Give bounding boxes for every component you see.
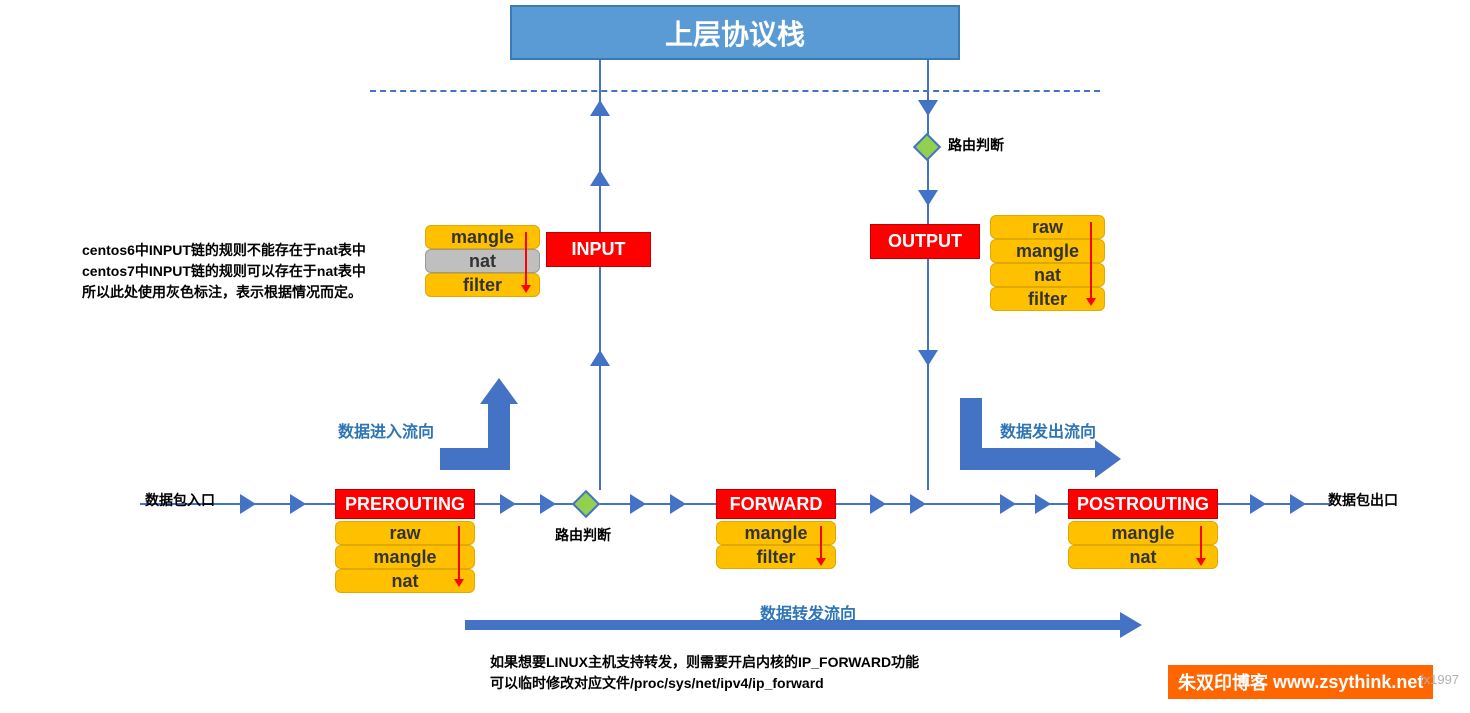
postrouting-table-mangle: mangle xyxy=(1068,521,1218,545)
arrow-icon xyxy=(630,494,646,514)
arrow-icon xyxy=(1290,494,1306,514)
routing-label-mid: 路由判断 xyxy=(555,525,611,545)
input-red-arrow xyxy=(525,232,527,287)
prerouting-table-mangle: mangle xyxy=(335,545,475,569)
big-arrow-in-head xyxy=(480,378,518,404)
io-out-label: 数据包出口 xyxy=(1328,490,1398,510)
note-bottom-line2: 可以临时修改对应文件/proc/sys/net/ipv4/ip_forward xyxy=(490,673,919,694)
note-left-line2: centos7中INPUT链的规则可以存在于nat表中 xyxy=(82,261,366,282)
chain-postrouting-label: POSTROUTING xyxy=(1077,494,1209,515)
flow-in-label: 数据进入流向 xyxy=(338,418,434,442)
note-bottom-line1: 如果想要LINUX主机支持转发，则需要开启内核的IP_FORWARD功能 xyxy=(490,652,919,673)
input-table-nat: nat xyxy=(425,249,540,273)
arrow-icon xyxy=(500,494,516,514)
chain-forward-label: FORWARD xyxy=(730,494,823,515)
note-left-line1: centos6中INPUT链的规则不能存在于nat表中 xyxy=(82,240,366,261)
arrow-icon xyxy=(290,494,306,514)
dashed-separator xyxy=(370,90,1100,92)
line-output-down xyxy=(927,60,929,490)
chain-output: OUTPUT xyxy=(870,224,980,259)
routing-diamond-top xyxy=(913,133,941,161)
chain-input-label: INPUT xyxy=(572,239,626,260)
arrow-icon xyxy=(910,494,926,514)
arrow-icon xyxy=(540,494,556,514)
top-protocol-stack: 上层协议栈 xyxy=(510,5,960,60)
forward-table-mangle: mangle xyxy=(716,521,836,545)
arrow-icon xyxy=(1035,494,1051,514)
chain-forward: FORWARD xyxy=(716,489,836,519)
arrow-icon xyxy=(590,350,610,366)
arrow-icon xyxy=(590,100,610,116)
note-left-line3: 所以此处使用灰色标注，表示根据情况而定。 xyxy=(82,282,366,303)
fwd-arrow-head xyxy=(1120,612,1142,638)
watermark-gray: fx1997 xyxy=(1420,672,1459,687)
prerouting-table-raw: raw xyxy=(335,521,475,545)
io-in-label: 数据包入口 xyxy=(145,490,215,510)
chain-prerouting-label: PREROUTING xyxy=(345,494,465,515)
routing-diamond-mid xyxy=(572,490,600,518)
big-arrow-out-h xyxy=(960,448,1100,470)
input-table-mangle: mangle xyxy=(425,225,540,249)
chain-input: INPUT xyxy=(546,232,651,267)
forward-red-arrow xyxy=(820,526,822,560)
big-arrow-out-head xyxy=(1095,440,1121,478)
chain-postrouting: POSTROUTING xyxy=(1068,489,1218,519)
chain-output-label: OUTPUT xyxy=(888,231,962,252)
big-arrow-in-h xyxy=(440,448,510,470)
arrow-icon xyxy=(918,190,938,206)
chain-prerouting: PREROUTING xyxy=(335,489,475,519)
output-red-arrow xyxy=(1090,222,1092,300)
arrow-icon xyxy=(870,494,886,514)
arrow-icon xyxy=(590,170,610,186)
arrow-icon xyxy=(1000,494,1016,514)
output-table-nat: nat xyxy=(990,263,1105,287)
top-label: 上层协议栈 xyxy=(665,13,805,53)
flow-fwd-label: 数据转发流向 xyxy=(760,600,856,624)
line-input-up xyxy=(599,60,601,490)
output-table-mangle: mangle xyxy=(990,239,1105,263)
output-table-raw: raw xyxy=(990,215,1105,239)
watermark-text1: 朱双印博客 xyxy=(1178,669,1268,695)
arrow-icon xyxy=(1250,494,1266,514)
flow-out-label: 数据发出流向 xyxy=(1000,418,1096,442)
watermark-badge: 朱双印博客 www.zsythink.net xyxy=(1168,665,1433,699)
arrow-icon xyxy=(918,350,938,366)
arrow-icon xyxy=(918,100,938,116)
note-left: centos6中INPUT链的规则不能存在于nat表中 centos7中INPU… xyxy=(82,240,366,303)
routing-label-top: 路由判断 xyxy=(948,135,1004,155)
arrow-icon xyxy=(670,494,686,514)
postrouting-red-arrow xyxy=(1200,526,1202,560)
watermark-text2: www.zsythink.net xyxy=(1273,672,1423,693)
note-bottom: 如果想要LINUX主机支持转发，则需要开启内核的IP_FORWARD功能 可以临… xyxy=(490,652,919,694)
arrow-icon xyxy=(240,494,256,514)
prerouting-red-arrow xyxy=(458,526,460,581)
